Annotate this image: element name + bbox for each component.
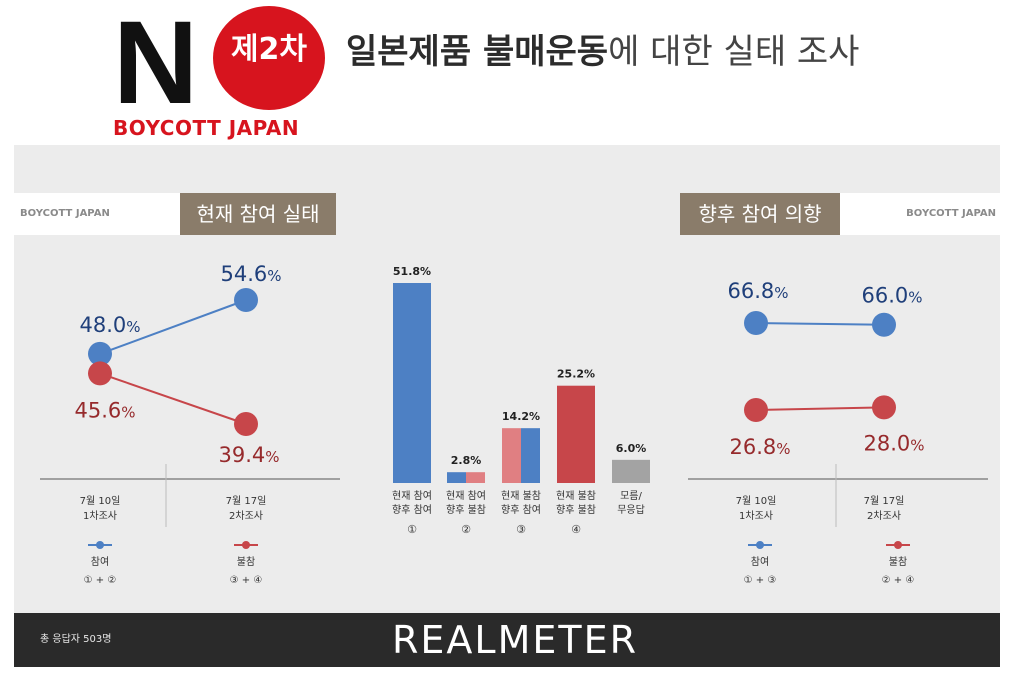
right-chart-legend-marker-0 <box>756 541 764 549</box>
round-badge-label: 제2차 <box>230 32 308 67</box>
left-chart-category-label-0-0: 7월 10일 <box>80 495 121 507</box>
left-chart-series-1-value-label-0: 45.6% <box>74 398 135 422</box>
left-chart-series-1-value-label-1: 39.4% <box>218 443 279 467</box>
bar-3 <box>557 385 595 483</box>
left-band-label: BOYCOTT JAPAN <box>20 208 110 219</box>
footer <box>14 613 1000 667</box>
bar-value-label-3: 25.2% <box>557 368 595 381</box>
left-chart-series-1-line <box>99 372 247 425</box>
right-band: BOYCOTT JAPAN <box>840 193 1000 235</box>
left-chart-legend-name-0: 참여 <box>91 556 109 568</box>
right-chart-category-label-0-1: 1차조사 <box>739 510 773 522</box>
left-chart-category-label-1-0: 7월 17일 <box>226 495 267 507</box>
bar-number-label-2: ③ <box>516 523 526 536</box>
left-chart-series-0-point-0 <box>88 341 112 366</box>
red-circle-badge <box>213 6 325 110</box>
left-section-tab: 현재 참여 실태 <box>180 193 336 235</box>
bar-value-label-2: 14.2% <box>502 410 540 423</box>
bar-category-label-3-0: 현재 불참 <box>556 490 596 502</box>
realmeter-logo: REALMETER <box>392 618 638 662</box>
bar-number-label-3: ④ <box>571 523 581 536</box>
bar-1-part-1 <box>466 472 485 483</box>
right-chart-series-0-point-0 <box>744 311 768 335</box>
bar-4 <box>612 459 650 483</box>
boycott-japan-caption: BOYCOTT JAPAN <box>113 116 300 140</box>
left-chart-legend-name-1: 불참 <box>237 556 255 568</box>
left-chart-category-label-1-1: 2차조사 <box>229 510 263 522</box>
right-chart-legend-marker-1 <box>894 541 902 549</box>
left-chart-series-1-point-1 <box>234 412 258 436</box>
left-chart-legend-marker-0 <box>96 541 104 549</box>
right-chart-legend-formula-1: ② + ④ <box>882 575 915 586</box>
bar-category-label-1-1: 향후 불참 <box>446 504 486 516</box>
left-chart-category-label-0-1: 1차조사 <box>83 510 117 522</box>
left-chart-series-0-value-label-0: 48.0% <box>79 313 140 337</box>
page-title-rest: 에 대한 실태 조사 <box>608 32 860 72</box>
respondents-note: 총 응답자 503명 <box>40 634 112 645</box>
right-chart-category-label-1-0: 7월 17일 <box>864 495 905 507</box>
right-chart-series-1-line <box>755 406 885 411</box>
page-title-bold: 일본제품 불매운동 <box>346 32 609 72</box>
bar-2-part-0 <box>502 428 521 483</box>
right-chart-legend-name-1: 불참 <box>889 556 907 568</box>
right-section-tab: 향후 참여 의향 <box>680 193 840 235</box>
bar-category-label-0-1: 향후 참여 <box>392 504 432 516</box>
right-chart-series-0-value-label-1: 66.0% <box>861 284 922 308</box>
right-chart-series-1-value-label-1: 28.0% <box>863 431 924 455</box>
no-logo-letter: N <box>113 0 198 129</box>
right-chart-series-0-point-1 <box>872 312 896 337</box>
right-chart-category-label-1-1: 2차조사 <box>867 510 901 522</box>
right-chart-series-1-value-label-0: 26.8% <box>729 435 790 459</box>
bar-value-label-1: 2.8% <box>451 454 482 467</box>
right-chart-legend-name-0: 참여 <box>751 556 769 568</box>
right-band-label: BOYCOTT JAPAN <box>906 208 996 219</box>
page-title: 일본제품 불매운동에 대한 실태 조사 <box>346 30 859 74</box>
bar-2-part-1 <box>521 428 540 483</box>
bar-category-label-4-0: 모름/ <box>620 490 642 502</box>
left-chart-legend-marker-1 <box>242 541 250 549</box>
header <box>0 0 1014 145</box>
left-band: BOYCOTT JAPAN <box>14 193 180 235</box>
bar-value-label-0: 51.8% <box>393 265 431 278</box>
left-chart-series-1-point-0 <box>88 361 112 386</box>
bar-number-label-0: ① <box>407 523 417 536</box>
left-chart-series-0-value-label-1: 54.6% <box>220 262 281 286</box>
bar-1-part-0 <box>447 472 466 483</box>
right-chart-series-0-value-label-0: 66.8% <box>727 279 788 303</box>
bar-0 <box>393 283 431 483</box>
left-chart-legend-formula-0: ① + ② <box>84 575 117 586</box>
right-chart-series-1-point-1 <box>872 395 896 420</box>
left-chart-series-0-line <box>99 299 247 355</box>
right-chart-legend-formula-0: ① + ③ <box>744 575 777 586</box>
left-chart-legend-formula-1: ③ + ④ <box>230 575 263 586</box>
right-chart-series-1-point-0 <box>744 398 768 422</box>
left-chart-series-0-point-1 <box>234 288 258 312</box>
right-chart-series-0-line <box>755 322 885 326</box>
bar-value-label-4: 6.0% <box>616 442 647 455</box>
bar-category-label-1-0: 현재 참여 <box>446 490 486 502</box>
bar-category-label-2-0: 현재 불참 <box>501 490 541 502</box>
bar-category-label-4-1: 무응답 <box>617 504 645 516</box>
bar-category-label-3-1: 향후 불참 <box>556 504 596 516</box>
bar-category-label-2-1: 향후 참여 <box>501 504 541 516</box>
right-chart-category-label-0-0: 7월 10일 <box>736 495 777 507</box>
bar-category-label-0-0: 현재 참여 <box>392 490 432 502</box>
bar-number-label-1: ② <box>461 523 471 536</box>
